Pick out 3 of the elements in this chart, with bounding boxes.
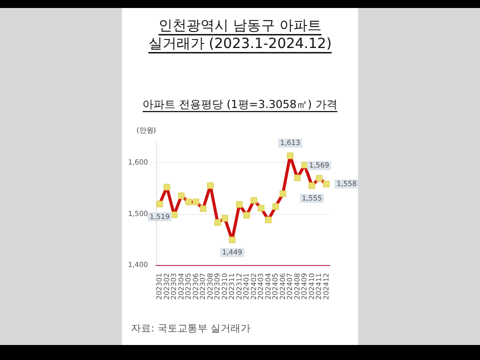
chart-subtitle: 아파트 전용평당 (1평=3.3058㎡) 가격 [142, 98, 338, 111]
chart-title: 인천광역시 남동구 아파트 실거래가 (2023.1-2024.12) [148, 18, 332, 52]
text: 자료: 국토교통부 실거래가 [131, 324, 251, 334]
